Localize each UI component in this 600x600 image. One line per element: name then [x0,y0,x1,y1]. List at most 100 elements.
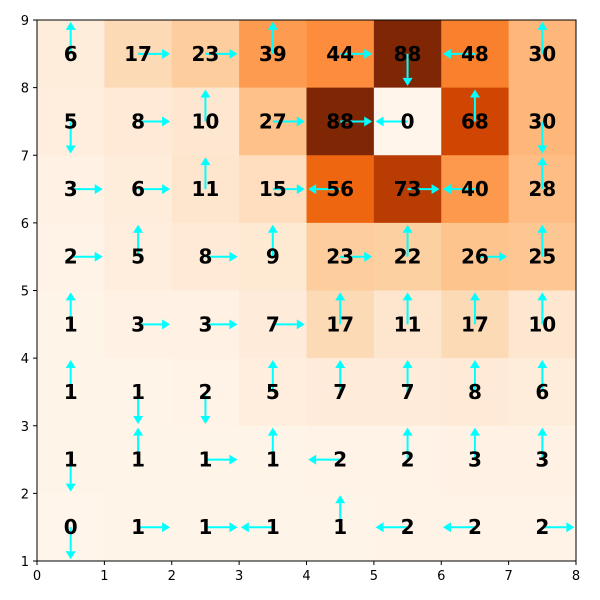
cell-value: 1 [64,448,78,472]
cell-value: 1 [198,448,212,472]
cell-value: 2 [64,245,78,269]
cell-value: 88 [326,109,354,133]
arrow-right [205,48,238,59]
arrow-right [138,522,171,533]
cell-value: 1 [266,448,280,472]
arrow-right [542,522,575,533]
cell-value: 6 [64,42,78,66]
cell-value: 3 [198,312,212,336]
cell-value: 10 [192,109,220,133]
y-tick-label: 2 [21,487,29,502]
x-axis-ticks: 0 1 2 3 4 5 6 7 8 [33,561,580,584]
cell-value: 68 [461,109,489,133]
arrow-right [272,184,305,195]
cell-value: 2 [401,448,415,472]
cell-value: 2 [198,380,212,404]
cell-value: 3 [468,448,482,472]
arrow-up [267,224,278,257]
cell-value: 39 [259,42,287,66]
cell-value: 17 [461,312,489,336]
arrow-up [469,359,480,392]
arrow-up [402,292,413,325]
arrow-right [205,251,238,262]
arrow-down [65,459,76,492]
cell-value: 23 [192,42,220,66]
x-tick-label: 0 [33,569,41,584]
cell-value: 1 [131,515,145,539]
x-tick-label: 7 [504,569,512,584]
arrow-left [375,522,408,533]
arrow-down [537,121,548,154]
x-tick-label: 1 [100,569,108,584]
arrow-down [133,391,144,424]
arrow-up [335,292,346,325]
y-tick-label: 6 [21,217,29,232]
cell-value: 5 [64,109,78,133]
x-tick-label: 4 [302,569,310,584]
cell-value: 1 [198,515,212,539]
cell-value: 1 [131,448,145,472]
cell-value: 6 [535,380,549,404]
policy-arrows [65,21,575,560]
cell-value: 8 [468,380,482,404]
y-tick-label: 7 [21,149,29,164]
arrow-left [308,184,341,195]
cell-value: 7 [333,380,347,404]
cell-value: 22 [394,245,422,269]
y-tick-label: 1 [21,555,29,570]
y-tick-label: 5 [21,285,29,300]
arrow-up [267,21,278,54]
y-tick-label: 8 [21,82,29,97]
arrow-up [469,292,480,325]
cell-value: 88 [394,42,422,66]
cell-value: 3 [131,312,145,336]
cell-value: 1 [64,312,78,336]
arrow-up [537,157,548,190]
x-tick-label: 6 [437,569,445,584]
arrow-left [442,184,475,195]
arrow-up [200,157,211,190]
cell-value: 9 [266,245,280,269]
cell-value: 7 [266,312,280,336]
cell-value: 30 [528,109,556,133]
heatmap-cells [37,20,577,562]
x-tick-label: 8 [572,569,580,584]
arrow-right [138,319,171,330]
arrow-right [138,116,171,127]
arrow-up [537,292,548,325]
cell-value: 28 [528,177,556,201]
cell-value: 1 [333,515,347,539]
cell-value: 25 [528,245,556,269]
arrow-up [65,292,76,325]
cell-value: 17 [326,312,354,336]
arrow-up [537,359,548,392]
cell-value: 40 [461,177,489,201]
cell-value-labels: 6 17 23 39 44 88 48 305 8 10 27 88 0 68 303 6 11 15 56 73 40… [64,42,557,539]
cell-value: 48 [461,42,489,66]
cell-value: 11 [192,177,220,201]
arrow-up [537,427,548,460]
y-tick-label: 3 [21,420,29,435]
x-tick-label: 3 [235,569,243,584]
arrow-up [537,224,548,257]
cell-value: 2 [535,515,549,539]
arrow-right [407,184,440,195]
cell-value: 73 [394,177,422,201]
y-axis-ticks: 1 2 3 4 5 6 7 8 9 [21,14,37,570]
arrow-right [474,251,507,262]
y-tick-label: 9 [21,14,29,29]
arrow-down [65,527,76,560]
arrow-left [308,454,341,465]
arrow-up [402,427,413,460]
cell-value: 23 [326,245,354,269]
cell-value: 0 [64,515,78,539]
cell-value: 2 [468,515,482,539]
cell-value: 15 [259,177,287,201]
arrow-up [65,21,76,54]
cell-value: 6 [131,177,145,201]
cell-value: 2 [333,448,347,472]
arrow-right [138,48,171,59]
arrow-up [335,359,346,392]
cell-value: 3 [64,177,78,201]
arrow-left [442,48,475,59]
